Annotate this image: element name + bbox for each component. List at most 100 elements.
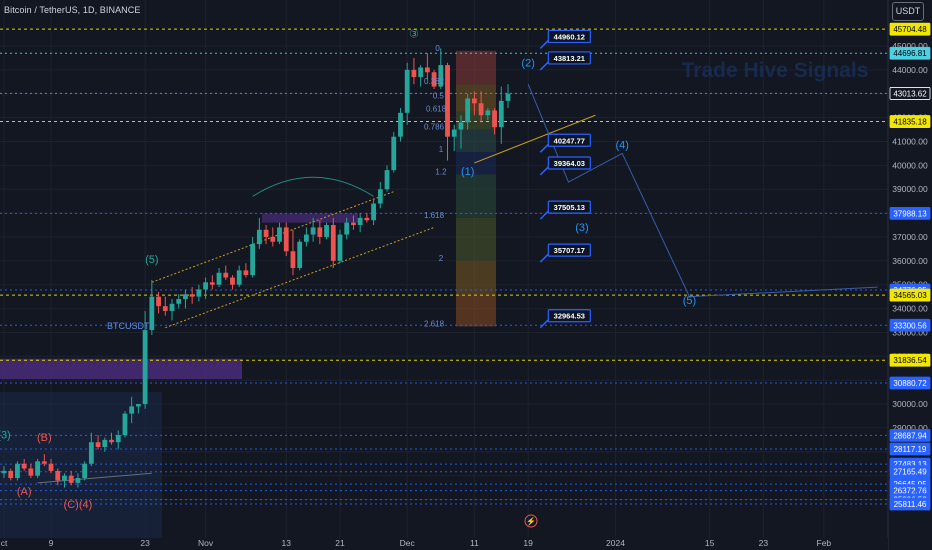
price-tag[interactable]: 37988.13 — [889, 206, 931, 220]
price-tag[interactable]: 45704.48 — [889, 22, 931, 36]
price-tag[interactable]: 28687.94 — [889, 428, 931, 442]
candle-body — [21, 463, 27, 469]
candle-body — [478, 103, 484, 116]
candle-body — [62, 475, 67, 481]
candle-body — [95, 442, 101, 448]
price-tag-text: 41835.18 — [893, 118, 927, 127]
price-tag[interactable]: 30880.72 — [889, 376, 931, 390]
time-tick-label: 9 — [49, 538, 54, 548]
price-tag[interactable]: 31836.54 — [889, 353, 931, 367]
candle-body — [88, 442, 94, 464]
price-callout[interactable]: 39364.03 — [539, 156, 591, 176]
candle-body — [136, 404, 141, 407]
price-callout[interactable]: 32964.53 — [539, 309, 591, 329]
candle-body — [243, 270, 249, 276]
price-tag[interactable]: 44696.81 — [889, 46, 931, 60]
fib-zone — [456, 84, 496, 112]
callout-text: 35707.17 — [554, 246, 585, 255]
time-tick-label: 15 — [705, 538, 715, 548]
candle-body — [398, 112, 403, 137]
time-tick-label: 2024 — [606, 538, 625, 548]
wave-label: (2) — [521, 57, 534, 69]
price-callout[interactable]: 37505.13 — [539, 200, 591, 220]
price-tag[interactable]: 28117.19 — [889, 442, 931, 456]
price-tick-label: 34000.00 — [892, 304, 928, 314]
price-tag-box — [889, 22, 931, 36]
candle-body — [404, 69, 410, 113]
candle-body — [270, 236, 276, 242]
price-tag-box — [889, 442, 931, 456]
candle-body — [263, 229, 269, 237]
candle-body — [8, 470, 14, 479]
price-tag[interactable]: 33300.56 — [889, 318, 931, 332]
price-tag-text: 28687.94 — [893, 431, 927, 440]
price-callout[interactable]: 40247.77 — [539, 133, 591, 153]
price-tag-text: 27483.13 — [893, 460, 927, 469]
fib-zone — [456, 217, 496, 261]
candle-body — [35, 461, 40, 476]
callout-text: 40247.77 — [554, 136, 585, 145]
callout-box — [547, 29, 591, 44]
price-tag-text: 28117.19 — [894, 445, 927, 454]
candle-body — [465, 98, 471, 123]
candle-body — [236, 270, 242, 285]
price-tag-text: 27165.49 — [893, 468, 927, 477]
price-tag-text: 26372.76 — [893, 487, 927, 496]
price-tag[interactable]: 41835.18 — [889, 115, 931, 128]
candles-group — [1, 48, 511, 488]
price-tag-text: 43013.62 — [893, 89, 927, 98]
candle-body — [41, 461, 47, 464]
wave-label: (A) — [17, 486, 32, 498]
price-tag-box — [889, 318, 931, 332]
fib-level-label: 2.618 — [424, 319, 445, 328]
price-tag[interactable]: 43013.62 — [889, 87, 931, 100]
candle-body — [256, 229, 262, 245]
price-callout[interactable]: 43813.21 — [539, 51, 591, 71]
price-callout[interactable]: 35707.17 — [539, 243, 591, 263]
wave-label: (1) — [461, 166, 474, 178]
price-tag-text: 45704.48 — [893, 25, 927, 34]
callout-pointer — [539, 61, 549, 71]
price-tag[interactable]: 25811.46 — [889, 497, 931, 511]
price-callout[interactable]: 44960.12 — [539, 29, 591, 49]
price-tag[interactable]: 34565.03 — [889, 288, 931, 302]
candle-body — [48, 463, 54, 471]
candle-body — [209, 282, 215, 285]
price-tag-text: 44696.81 — [893, 49, 927, 58]
callout-text: 44960.12 — [554, 32, 585, 41]
candle-body — [371, 203, 376, 221]
bolt-icon: ⚡ — [526, 516, 536, 526]
candle-body — [344, 222, 350, 235]
candle-body — [424, 67, 430, 73]
symbol-header: Bitcoin / TetherUS, 1D, BINANCE — [4, 5, 141, 15]
alert-icon[interactable]: ⚡ — [524, 514, 538, 528]
candle-body — [109, 439, 114, 443]
alert-icon-ring — [524, 514, 538, 528]
candle-body — [82, 463, 88, 479]
fib-zone — [456, 129, 496, 153]
candle-body — [357, 217, 363, 226]
currency-button[interactable]: USDT — [892, 2, 924, 21]
price-tick-label: 44000.00 — [892, 65, 928, 75]
callout-box — [547, 309, 591, 323]
callout-text: 37505.13 — [554, 203, 585, 212]
candle-body — [162, 306, 168, 311]
candle-body — [364, 217, 370, 221]
symbol-label: BTCUSDT — [107, 321, 150, 331]
price-tag-text: 34565.03 — [893, 291, 927, 300]
wave-label: (5) — [683, 295, 696, 307]
candle-body — [15, 463, 20, 479]
candle-body — [1, 470, 7, 474]
price-tick-label: 37000.00 — [892, 232, 928, 242]
candle-body — [290, 251, 296, 268]
support-line-low — [37, 472, 152, 484]
price-tag[interactable]: 27165.49 — [889, 465, 931, 479]
candle-body — [330, 225, 336, 261]
candle-body — [458, 122, 464, 130]
candle-body — [75, 478, 81, 483]
candle-body — [230, 277, 235, 285]
price-tick-label: 29000.00 — [892, 423, 928, 433]
candle-body — [384, 170, 390, 190]
callout-pointer — [539, 39, 549, 49]
